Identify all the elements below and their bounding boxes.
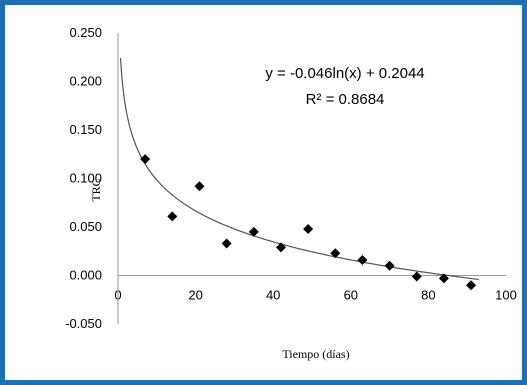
data-point [438, 273, 449, 284]
y-tick-label: 0.150 [69, 122, 102, 137]
x-tick-label: 20 [188, 288, 202, 303]
y-tick-label: -0.050 [65, 316, 102, 331]
y-tick-label: 0.100 [69, 171, 102, 186]
trendline-equation: y = -0.046ln(x) + 0.2044 [265, 65, 424, 82]
data-point [330, 248, 341, 259]
x-tick-label: 40 [266, 288, 280, 303]
x-tick-label: 80 [421, 288, 435, 303]
x-tick-label: 100 [495, 288, 517, 303]
y-tick-label: 0.250 [69, 25, 102, 40]
r-squared-label: R² = 0.8684 [306, 91, 385, 108]
data-point [303, 223, 314, 234]
data-points [140, 154, 477, 291]
trendline [119, 57, 479, 281]
data-point [194, 181, 205, 192]
data-point [221, 238, 232, 249]
x-tick-label: 60 [344, 288, 358, 303]
data-point [357, 254, 368, 265]
y-tick-label: 0.050 [69, 219, 102, 234]
y-axis-ticks: -0.050 0.000 0.050 0.100 0.150 0.200 0.250 [65, 25, 102, 331]
data-point [466, 280, 477, 291]
data-point [167, 211, 178, 222]
y-axis-title: TRC [89, 178, 103, 201]
x-axis-title: Tiempo (días) [282, 347, 349, 361]
data-point [384, 260, 395, 271]
y-tick-label: 0.000 [69, 268, 102, 283]
y-tick-label: 0.200 [69, 74, 102, 89]
data-point [248, 226, 259, 237]
data-point [411, 271, 422, 282]
data-point [140, 154, 151, 165]
data-point [275, 242, 286, 253]
